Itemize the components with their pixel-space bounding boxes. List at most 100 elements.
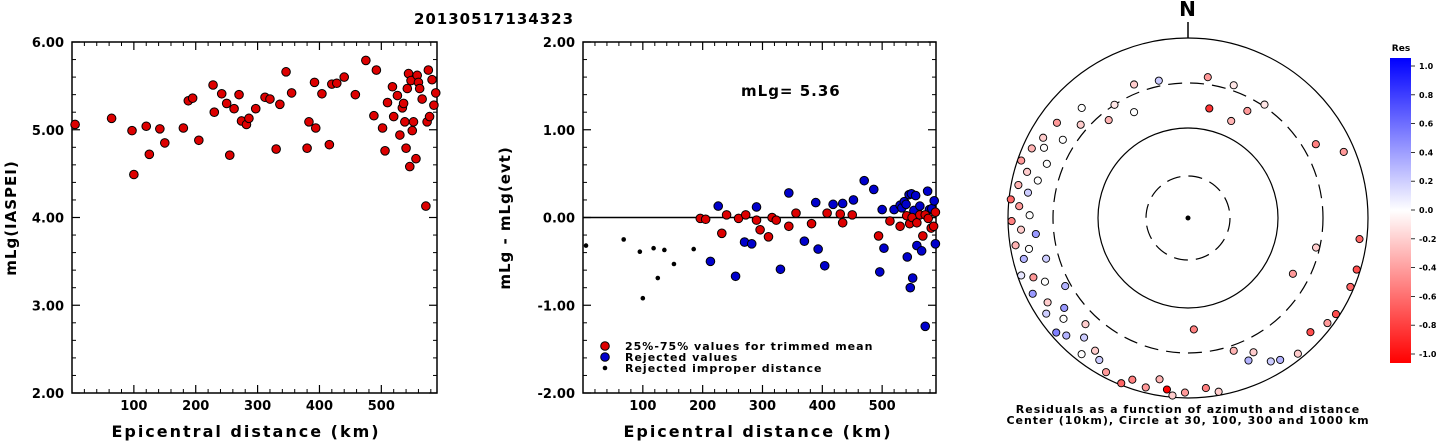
- mlg-point: [216, 88, 227, 99]
- north-label: N: [1179, 0, 1197, 21]
- panel2-ytick-label: -2.00: [538, 387, 575, 402]
- improper-distance-point: [671, 261, 677, 267]
- panel1-ylabel: mLg(IASPEI): [2, 160, 20, 275]
- polar-residual-point: [1060, 303, 1069, 312]
- mlg-point: [369, 110, 379, 121]
- polar-residual-point: [1033, 176, 1042, 185]
- colorbar-ticks: 1.0 0.8 0.6 0.4 0.2 0.0 -0.2 -0.4 -0.6 -0.8 -1.0: [1411, 62, 1437, 359]
- polar-residual-point: [1014, 180, 1023, 190]
- polar-residual-point: [1095, 355, 1104, 365]
- improper-distance-point: [651, 245, 656, 251]
- accepted-point: [791, 208, 801, 218]
- polar-caption-line2: Center (10km), Circle at 30, 100, 300 an…: [1006, 414, 1369, 427]
- polar-residual-point: [1346, 282, 1355, 291]
- panel1-ytick-label: 6.00: [32, 36, 64, 51]
- polar-residual-point: [1040, 277, 1049, 286]
- mlg-point: [106, 113, 117, 124]
- mlg-point: [407, 125, 418, 136]
- polar-residual-point: [1155, 375, 1164, 384]
- colorbar-tick-label: 0.2: [1419, 177, 1433, 186]
- rejected-point: [874, 267, 885, 277]
- polar-residual-point: [1243, 106, 1252, 115]
- polar-points: [1006, 73, 1364, 400]
- panel1-ytick-label: 4.00: [32, 212, 64, 227]
- mlg-point: [271, 144, 281, 154]
- accepted-point: [923, 213, 934, 224]
- polar-residual-point: [1227, 116, 1236, 126]
- mlg-point: [331, 78, 342, 89]
- colorbar-tick-label: 0.4: [1419, 148, 1434, 157]
- accepted-point: [895, 221, 905, 232]
- rejected-point: [868, 184, 879, 195]
- rejected-point: [848, 195, 859, 205]
- polar-residual-point: [1015, 202, 1024, 211]
- colorbar-tick-label: -0.6: [1419, 292, 1437, 301]
- panel2-xtick-label: 300: [749, 399, 776, 414]
- polar-residual-point: [1042, 159, 1051, 168]
- accepted-point: [873, 231, 884, 241]
- rejected-point: [799, 236, 810, 246]
- mlg-point: [127, 125, 137, 136]
- polar-residual-point: [1024, 244, 1034, 253]
- panel2-xtick-label: 200: [689, 399, 716, 414]
- rejected-point: [828, 199, 838, 210]
- polar-residual-point: [1039, 143, 1049, 152]
- ring-1000km: [1007, 37, 1369, 399]
- mlg-point: [234, 89, 244, 100]
- accepted-point: [918, 231, 928, 241]
- polar-residual-point: [1007, 217, 1016, 226]
- mlg-point: [70, 119, 80, 130]
- polar-residual-point: [1101, 368, 1111, 377]
- mlg-point: [324, 139, 335, 150]
- mlg-point: [304, 117, 314, 127]
- rejected-point: [922, 186, 933, 196]
- figure-title: 20130517134323: [414, 10, 574, 28]
- rejected-point: [879, 243, 889, 254]
- mlg-point: [155, 124, 165, 134]
- mlg-point: [361, 55, 371, 66]
- polar-residual-point: [1311, 243, 1321, 252]
- polar-residual-point: [1244, 356, 1253, 365]
- rejected-point: [907, 273, 918, 283]
- panel1-xlabel: Epicentral distance (km): [111, 422, 380, 441]
- polar-residual-point: [1031, 229, 1040, 239]
- polar-residual-point: [1023, 167, 1032, 176]
- accepted-point: [771, 215, 782, 225]
- rejected-point: [920, 321, 931, 332]
- polar-residual-point: [1019, 254, 1028, 263]
- colorbar-tick-label: -1.0: [1419, 350, 1437, 359]
- polar-residual-point: [1043, 298, 1052, 307]
- mlg-point: [411, 153, 421, 164]
- panel1-ticks: 100 200 300 400 500 2.00 3.00 4.00 5.00 6.00: [32, 36, 437, 414]
- mlg-point: [401, 143, 411, 153]
- colorbar-tick-label: -0.8: [1419, 321, 1437, 330]
- polar-residual-point: [1339, 147, 1348, 156]
- panel2-ytick-label: -1.00: [538, 299, 575, 314]
- rejected-point: [819, 260, 830, 271]
- improper-distance-point: [640, 295, 646, 301]
- ring-30km: [1145, 175, 1231, 261]
- polar-residual-point: [1229, 346, 1238, 355]
- polar-residual-point: [1039, 133, 1048, 142]
- rejected-point: [713, 201, 724, 211]
- improper-distance-point: [691, 246, 696, 252]
- mlg-point: [229, 103, 239, 114]
- improper-distance-point: [583, 243, 589, 248]
- rejected-point: [901, 199, 911, 210]
- accepted-point: [700, 214, 711, 225]
- polar-residual-point: [1061, 282, 1070, 291]
- accepted-point: [751, 215, 762, 225]
- mlg-point: [414, 83, 425, 94]
- improper-distance-point: [655, 275, 661, 281]
- mlg-point: [244, 113, 254, 124]
- panel1-xtick-label: 200: [182, 399, 209, 414]
- polar-residual-point: [1128, 375, 1137, 384]
- polar-residual-point: [1025, 211, 1034, 220]
- polar-residual-point: [1028, 289, 1037, 298]
- polar-residual-point: [1154, 76, 1163, 85]
- polar-residual-point: [1214, 387, 1223, 396]
- polar-residual-point: [1331, 310, 1340, 319]
- polar-residual-point: [1162, 385, 1171, 394]
- polar-residual-point: [1077, 350, 1086, 359]
